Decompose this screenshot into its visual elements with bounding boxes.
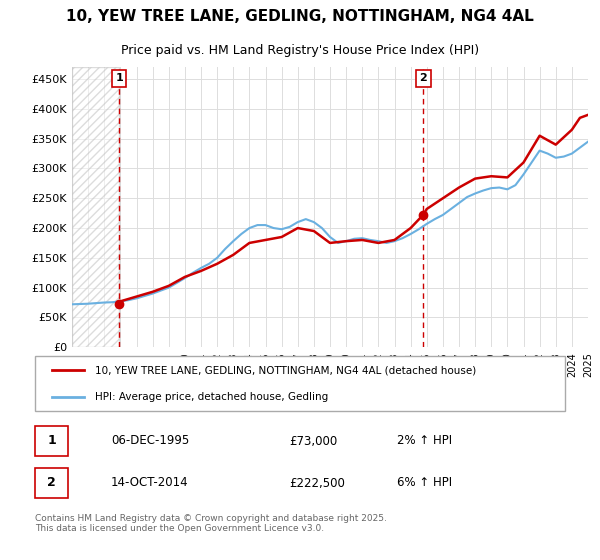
Text: 2% ↑ HPI: 2% ↑ HPI xyxy=(397,435,452,447)
FancyBboxPatch shape xyxy=(35,468,68,498)
Text: 14-OCT-2014: 14-OCT-2014 xyxy=(111,477,188,489)
Text: Price paid vs. HM Land Registry's House Price Index (HPI): Price paid vs. HM Land Registry's House … xyxy=(121,44,479,57)
Text: £222,500: £222,500 xyxy=(289,477,345,489)
Bar xyxy=(72,67,119,347)
Text: 10, YEW TREE LANE, GEDLING, NOTTINGHAM, NG4 4AL (detached house): 10, YEW TREE LANE, GEDLING, NOTTINGHAM, … xyxy=(95,365,476,375)
Text: HPI: Average price, detached house, Gedling: HPI: Average price, detached house, Gedl… xyxy=(95,392,328,402)
Text: Contains HM Land Registry data © Crown copyright and database right 2025.
This d: Contains HM Land Registry data © Crown c… xyxy=(35,514,387,534)
Text: £73,000: £73,000 xyxy=(289,435,337,447)
Text: 2: 2 xyxy=(47,477,56,489)
Text: 6% ↑ HPI: 6% ↑ HPI xyxy=(397,477,452,489)
Text: 2: 2 xyxy=(419,73,427,83)
Text: 1: 1 xyxy=(115,73,123,83)
FancyBboxPatch shape xyxy=(35,426,68,456)
Bar xyxy=(72,67,119,347)
Text: 1: 1 xyxy=(47,435,56,447)
Text: 10, YEW TREE LANE, GEDLING, NOTTINGHAM, NG4 4AL: 10, YEW TREE LANE, GEDLING, NOTTINGHAM, … xyxy=(66,10,534,24)
Text: 06-DEC-1995: 06-DEC-1995 xyxy=(111,435,189,447)
FancyBboxPatch shape xyxy=(35,356,565,411)
